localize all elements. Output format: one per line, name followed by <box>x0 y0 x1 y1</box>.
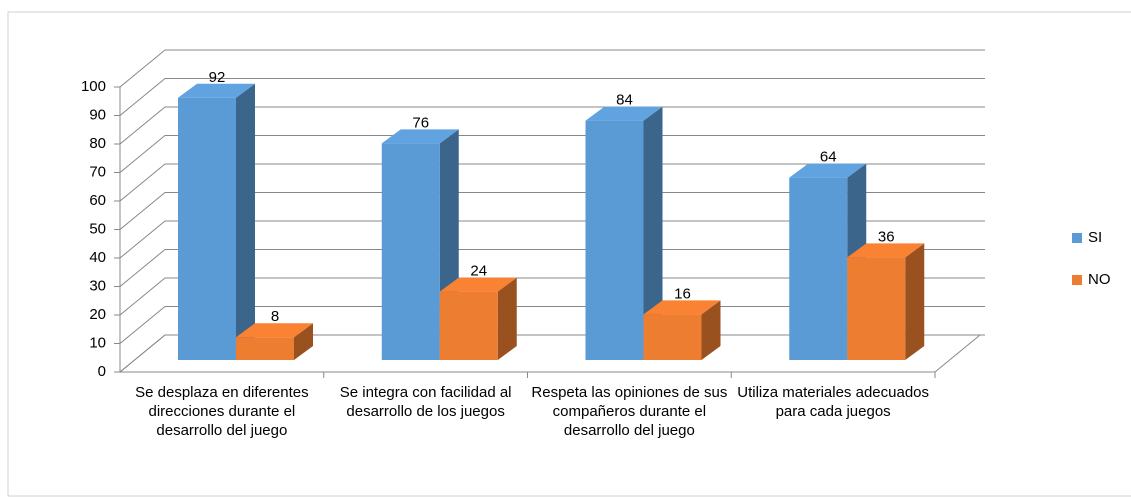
legend-label: NO <box>1088 271 1111 288</box>
bar-face <box>847 243 925 258</box>
bar-face <box>585 106 663 121</box>
data-label: 16 <box>674 285 691 302</box>
bar-face <box>789 177 848 360</box>
y-tick-label: 20 <box>89 306 106 323</box>
bar-face <box>905 243 925 360</box>
data-label: 36 <box>878 228 895 245</box>
bar-face <box>439 291 498 360</box>
y-tick-label: 0 <box>98 363 106 380</box>
bar-face <box>643 314 702 360</box>
bar-face <box>178 97 236 361</box>
bar <box>585 106 663 360</box>
chart-frame <box>7 11 1131 497</box>
data-label: 92 <box>209 69 226 86</box>
bar-face <box>643 300 721 315</box>
bar-face <box>178 83 255 98</box>
data-label: 76 <box>412 114 429 131</box>
grid-line <box>119 135 985 173</box>
bar-face <box>381 143 440 360</box>
bar <box>643 300 721 360</box>
bar-face <box>236 337 294 360</box>
grid-line <box>119 49 985 88</box>
grid-line <box>119 163 985 202</box>
bar-face <box>294 323 313 360</box>
grid-line <box>119 277 985 316</box>
y-tick-label: 50 <box>89 220 106 237</box>
x-tick-label: Se integra con facilidad al desarrollo d… <box>339 384 512 420</box>
bar-face <box>236 323 313 338</box>
y-tick-label: 80 <box>89 135 106 152</box>
y-tick-label: 30 <box>89 277 106 294</box>
bar-face <box>381 129 459 144</box>
data-label: 24 <box>470 263 487 280</box>
y-tick-label: 40 <box>89 249 106 266</box>
x-tick-label: Respeta las opiniones de sus compañeros … <box>531 384 728 439</box>
y-tick-label: 90 <box>89 106 106 123</box>
bar <box>847 243 925 360</box>
bar <box>236 323 313 360</box>
legend-swatch <box>1072 233 1082 243</box>
y-tick-label: 10 <box>89 334 106 351</box>
bar-face <box>585 120 644 360</box>
data-label: 84 <box>616 92 633 109</box>
bar-face <box>701 300 721 360</box>
y-tick-label: 70 <box>89 163 106 180</box>
grid-line <box>119 106 985 145</box>
bar <box>178 83 255 361</box>
grid-line <box>119 192 985 230</box>
bar-face <box>847 257 906 360</box>
grid-line <box>119 249 985 287</box>
bar-face <box>236 83 255 361</box>
bar <box>439 277 517 360</box>
bar-face <box>497 277 517 360</box>
bar-face <box>789 163 867 178</box>
legend-swatch <box>1072 275 1082 285</box>
data-label: 8 <box>271 308 279 325</box>
legend-label: SI <box>1088 229 1102 246</box>
x-tick-label: Utiliza materiales adecuados para cada j… <box>737 384 929 420</box>
bar-face <box>643 106 663 360</box>
x-tick-label: Se desplaza en diferentes direcciones du… <box>135 384 309 439</box>
y-tick-label: 60 <box>89 192 106 209</box>
grid-line <box>119 220 985 259</box>
y-tick-label: 100 <box>81 78 106 95</box>
data-label: 64 <box>820 149 837 166</box>
bar-face <box>439 277 517 292</box>
grid-line <box>119 78 985 116</box>
